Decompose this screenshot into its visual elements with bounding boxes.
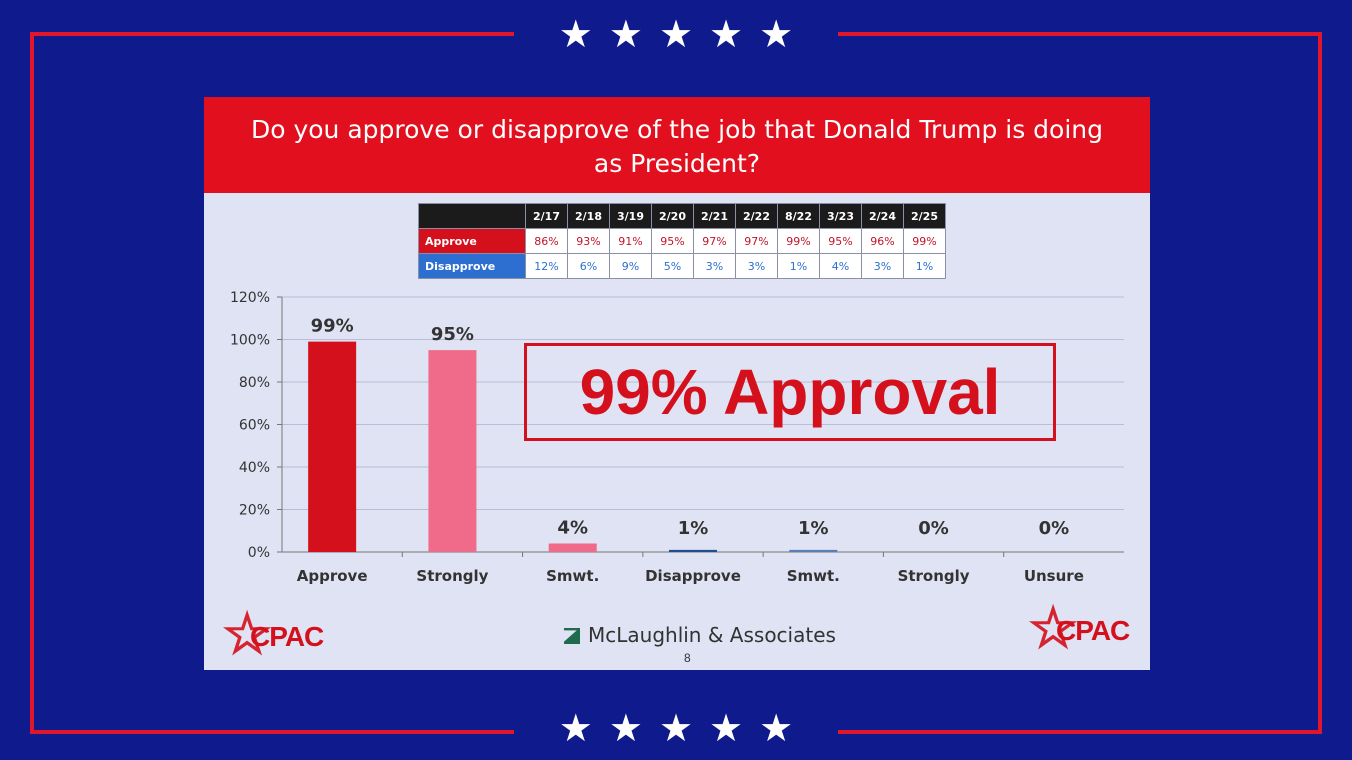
bar: [428, 350, 477, 552]
star-icon: ★: [709, 14, 744, 56]
title-banner: Do you approve or disapprove of the job …: [204, 97, 1150, 193]
y-tick-label: 120%: [230, 290, 270, 306]
cpac-logo-right: ☆ CPAC: [1028, 596, 1130, 659]
data-label: 4%: [557, 518, 588, 539]
star-icon: ★: [709, 708, 744, 750]
trend-header: 3/19: [609, 203, 652, 229]
trend-cell: 5%: [651, 253, 694, 279]
frame-bottom-right: [838, 730, 1322, 734]
brand-mark-icon: [564, 628, 580, 644]
y-tick-label: 80%: [239, 375, 270, 391]
data-label: 99%: [311, 316, 354, 337]
star-icon: ★: [558, 14, 593, 56]
frame-left: [30, 32, 34, 734]
stars-bottom: ★ ★ ★ ★ ★: [0, 710, 1352, 748]
category-label: Smwt.: [546, 567, 599, 585]
frame-top-right: [838, 32, 1322, 36]
y-tick-label: 60%: [239, 418, 270, 434]
category-label: Unsure: [1024, 567, 1084, 585]
bar: [548, 543, 597, 552]
bar: [669, 549, 717, 552]
logo-star-icon: ☆: [1028, 596, 1078, 659]
star-icon: ★: [759, 708, 794, 750]
trend-header: 2/25: [903, 203, 946, 229]
trend-cell: 1%: [903, 253, 946, 279]
brand-text: McLaughlin & Associates: [588, 623, 836, 647]
slide-title: Do you approve or disapprove of the job …: [250, 115, 1104, 178]
star-icon: ★: [658, 14, 694, 56]
trend-cell: 99%: [777, 228, 820, 254]
y-tick-label: 100%: [230, 333, 270, 349]
trend-cell: 99%: [903, 228, 946, 254]
trend-cell: 95%: [819, 228, 862, 254]
star-icon: ★: [558, 708, 593, 750]
y-tick-label: 0%: [248, 545, 270, 561]
approval-callout: 99% Approval: [524, 343, 1056, 441]
logo-text: CPAC: [1056, 615, 1130, 646]
y-tick-label: 20%: [239, 503, 270, 519]
trend-cell: 6%: [567, 253, 610, 279]
page-number: 8: [684, 651, 691, 665]
category-label: Approve: [297, 567, 368, 585]
trend-cell: 86%: [525, 228, 568, 254]
data-label: 95%: [431, 324, 474, 345]
trend-header: 8/22: [777, 203, 820, 229]
footer-brand: McLaughlin & Associates: [564, 623, 836, 647]
trend-table: 2/17 2/18 3/19 2/20 2/21 2/22 8/22 3/23 …: [418, 203, 946, 279]
data-label: 1%: [678, 518, 709, 539]
trend-cell: 4%: [819, 253, 862, 279]
trend-header: 2/22: [735, 203, 778, 229]
logo-star-icon: ☆: [222, 602, 272, 665]
trend-cell: 3%: [861, 253, 904, 279]
trend-row-label: Approve: [418, 228, 526, 254]
trend-cell: 97%: [693, 228, 736, 254]
frame-right: [1318, 32, 1322, 734]
data-label: 1%: [798, 518, 829, 539]
category-label: Smwt.: [787, 567, 840, 585]
trend-row-approve: Approve 86% 93% 91% 95% 97% 97% 99% 95% …: [418, 228, 946, 254]
stars-top: ★ ★ ★ ★ ★: [0, 16, 1352, 54]
trend-cell: 12%: [525, 253, 568, 279]
bar: [308, 341, 357, 552]
cpac-logo-left: ☆ CPAC: [222, 602, 324, 665]
bar: [789, 549, 838, 552]
trend-cell: 97%: [735, 228, 778, 254]
trend-header: 2/17: [525, 203, 568, 229]
bar-chart: 0% 20% 40% 60% 80% 100% 120% 99% Approve 95% Stron…: [230, 290, 1124, 585]
trend-header: 2/20: [651, 203, 694, 229]
slide: Do you approve or disapprove of the job …: [204, 97, 1150, 670]
star-icon: ★: [658, 708, 694, 750]
data-label: 0%: [1039, 518, 1070, 539]
trend-header-row: 2/17 2/18 3/19 2/20 2/21 2/22 8/22 3/23 …: [418, 203, 946, 229]
star-icon: ★: [608, 14, 643, 56]
category-label: Strongly: [898, 567, 970, 585]
frame-top-left: [30, 32, 514, 36]
y-tick-label: 40%: [239, 460, 270, 476]
category-label: Strongly: [416, 567, 488, 585]
trend-cell: 3%: [693, 253, 736, 279]
trend-cell: 3%: [735, 253, 778, 279]
category-label: Disapprove: [645, 567, 741, 585]
star-icon: ★: [608, 708, 643, 750]
star-icon: ★: [759, 14, 794, 56]
trend-cell: 9%: [609, 253, 652, 279]
logo-text: CPAC: [250, 621, 324, 652]
trend-row-disapprove: Disapprove 12% 6% 9% 5% 3% 3% 1% 4% 3% 1…: [418, 253, 946, 279]
trend-header: 2/24: [861, 203, 904, 229]
data-label: 0%: [918, 518, 949, 539]
trend-cell: 1%: [777, 253, 820, 279]
trend-row-label: Disapprove: [418, 253, 526, 279]
frame-bottom-left: [30, 730, 514, 734]
trend-header: 2/21: [693, 203, 736, 229]
trend-cell: 96%: [861, 228, 904, 254]
